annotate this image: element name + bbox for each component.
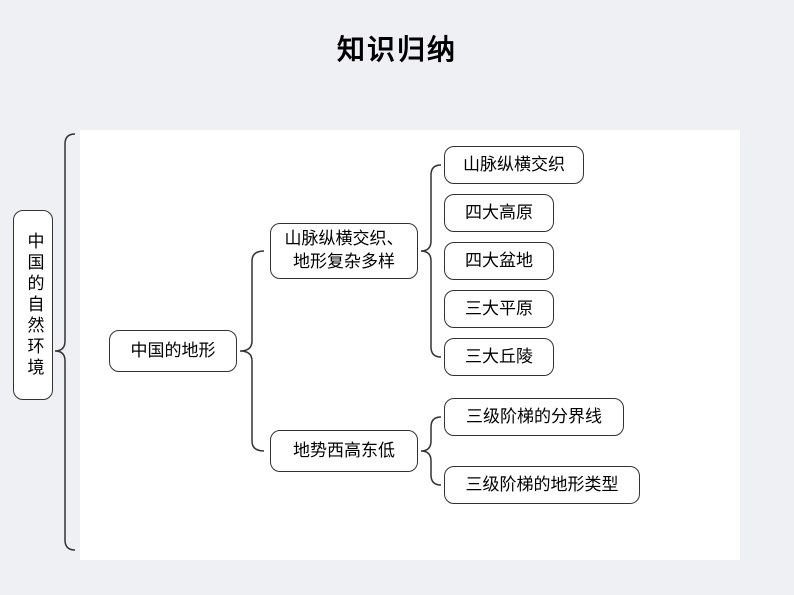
node-l3-6-label: 三级阶梯的分界线	[466, 406, 602, 429]
bracket-l2-2	[421, 130, 447, 500]
node-l2-1-label: 山脉纵横交织、 地形复杂多样	[279, 228, 409, 274]
node-l3-2: 四大高原	[444, 194, 554, 232]
node-l2-2-label: 地势西高东低	[293, 440, 395, 463]
node-l3-7-label: 三级阶梯的地形类型	[466, 474, 619, 497]
node-l2-2: 地势西高东低	[270, 430, 418, 472]
node-l3-2-label: 四大高原	[465, 202, 533, 225]
node-root-label: 中国的自然环境	[22, 232, 45, 379]
node-root: 中国的自然环境	[13, 210, 53, 400]
node-l3-3: 四大盆地	[444, 242, 554, 280]
node-l2-1: 山脉纵横交织、 地形复杂多样	[270, 223, 418, 279]
bracket-l1-1	[240, 130, 274, 470]
node-l3-5-label: 三大丘陵	[465, 346, 533, 369]
node-l1-1: 中国的地形	[109, 330, 237, 372]
node-l3-1: 山脉纵横交织	[444, 146, 584, 184]
node-l3-3-label: 四大盆地	[465, 250, 533, 273]
node-l3-6: 三级阶梯的分界线	[444, 398, 624, 436]
node-l3-1-label: 山脉纵横交织	[463, 154, 565, 177]
node-l3-4-label: 三大平原	[465, 298, 533, 321]
page-title: 知识归纳	[0, 0, 794, 68]
node-l1-1-label: 中国的地形	[131, 340, 216, 363]
bracket-root	[55, 130, 85, 560]
node-l3-5: 三大丘陵	[444, 338, 554, 376]
node-l3-7: 三级阶梯的地形类型	[444, 466, 640, 504]
node-l3-4: 三大平原	[444, 290, 554, 328]
diagram-canvas: 中国的自然环境 中国的地形 山脉纵横交织、 地形复杂多样 地势西高东低 山脉纵横…	[80, 130, 740, 560]
